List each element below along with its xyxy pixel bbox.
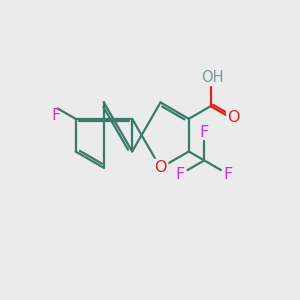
Text: OH: OH [201, 70, 224, 86]
Text: O: O [154, 160, 167, 175]
Text: F: F [176, 167, 185, 182]
Text: F: F [51, 108, 61, 123]
Text: F: F [224, 167, 233, 182]
Text: F: F [200, 125, 209, 140]
Text: O: O [227, 110, 239, 125]
